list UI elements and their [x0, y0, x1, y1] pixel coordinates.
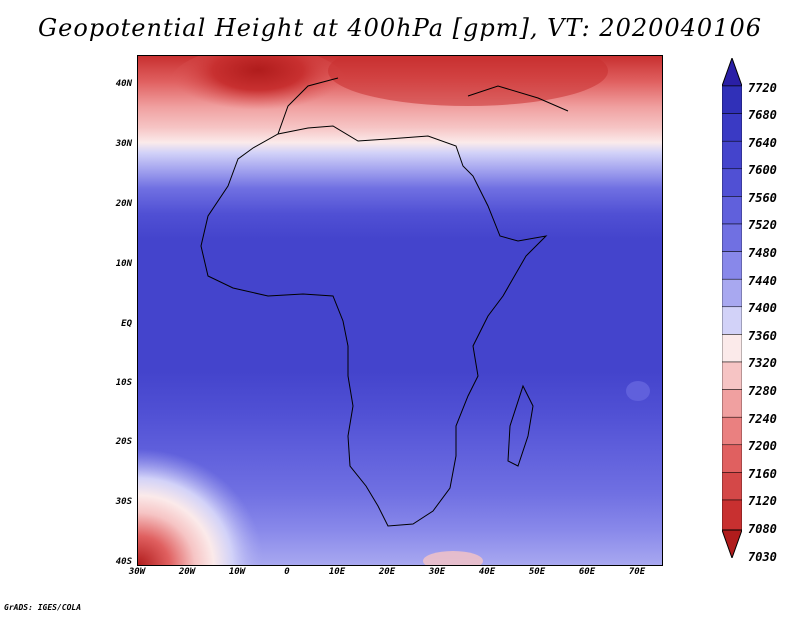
lon-label-20e: 20E: [378, 567, 396, 577]
colorbar-top-arrow: [722, 58, 742, 87]
colorbar-label: 7400: [748, 301, 777, 315]
lat-label-eq: EQ: [121, 319, 132, 329]
lon-label-30e: 30E: [428, 567, 446, 577]
colorbar-label: 7360: [748, 329, 777, 343]
colorbar-label: 7640: [748, 136, 777, 150]
lat-label-10s: 10S: [115, 378, 132, 388]
colorbar-swatch: [722, 472, 742, 501]
colorbar-swatch: [722, 334, 742, 363]
lat-label-10n: 10N: [115, 259, 132, 269]
lon-label-60e: 60E: [578, 567, 596, 577]
lon-label-70e: 70E: [628, 567, 646, 577]
colorbar-swatch: [722, 361, 742, 390]
lat-label-20n: 20N: [115, 199, 132, 209]
colorbar-swatch: [722, 168, 742, 197]
lon-label-0: 0: [284, 567, 290, 577]
colorbar-label: 7320: [748, 356, 777, 370]
lat-label-30n: 30N: [115, 139, 132, 149]
colorbar-swatch: [722, 444, 742, 473]
colorbar-label: 7720: [748, 81, 777, 95]
colorbar-swatch: [722, 113, 742, 142]
lon-label-40e: 40E: [478, 567, 496, 577]
colorbar: [722, 58, 742, 558]
colorbar-swatch: [722, 85, 742, 114]
lat-label-20s: 20S: [115, 437, 132, 447]
colorbar-label: 7200: [748, 439, 777, 453]
colorbar-label: 7160: [748, 467, 777, 481]
colorbar-swatch: [722, 416, 742, 446]
colorbar-label: 7240: [748, 412, 777, 426]
colorbar-label: 7440: [748, 274, 777, 288]
colorbar-label: 7030: [748, 550, 777, 564]
grads-credit: GrADS: IGES/COLA: [4, 603, 82, 612]
colorbar-label: 7600: [748, 163, 777, 177]
colorbar-label: 7080: [748, 522, 777, 536]
colorbar-label: 7560: [748, 191, 777, 205]
colorbar-swatch: [722, 251, 742, 280]
colorbar-swatch: [722, 223, 742, 252]
colorbar-label: 7680: [748, 108, 777, 122]
lon-label-10w: 10W: [228, 567, 246, 577]
colorbar-label: 7520: [748, 218, 777, 232]
colorbar-swatch: [722, 196, 742, 225]
map-plot-area: [137, 55, 663, 566]
colorbar-label: 7120: [748, 494, 777, 508]
lon-label-20w: 20W: [178, 567, 196, 577]
lat-label-30s: 30S: [115, 497, 132, 507]
lon-label-50e: 50E: [528, 567, 546, 577]
colorbar-swatch: [722, 306, 742, 335]
geopotential-field: [138, 56, 662, 565]
colorbar-swatch: [722, 140, 742, 170]
map-title: Geopotential Height at 400hPa [gpm], VT:…: [38, 14, 762, 42]
colorbar-label: 7480: [748, 246, 777, 260]
colorbar-swatch: [722, 389, 742, 418]
colorbar-swatch: [722, 499, 742, 531]
colorbar-swatch: [722, 278, 742, 308]
colorbar-bottom-arrow: [722, 529, 742, 558]
lat-label-40s: 40S: [115, 557, 132, 567]
lon-label-30w: 30W: [128, 567, 146, 577]
lon-label-10e: 10E: [328, 567, 346, 577]
colorbar-label: 7280: [748, 384, 777, 398]
lat-label-40n: 40N: [115, 79, 132, 89]
